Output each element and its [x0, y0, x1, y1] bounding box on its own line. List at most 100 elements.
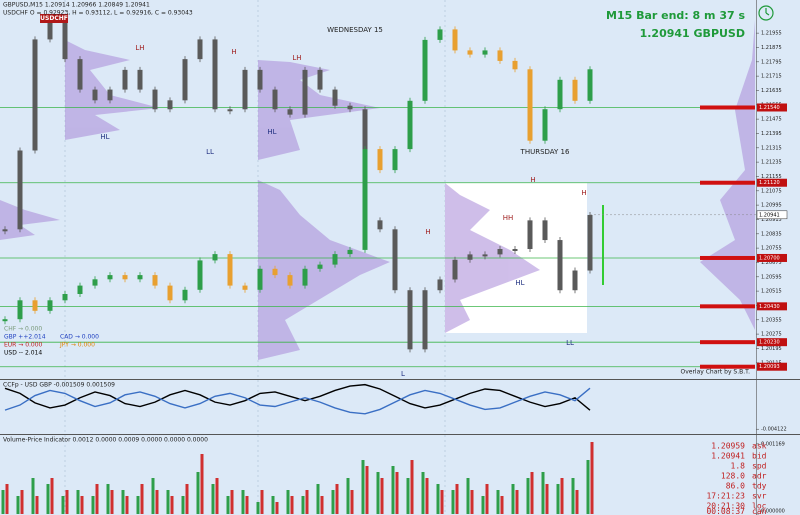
annotation: HL — [100, 133, 109, 141]
y-tick-label: 1.20515 — [761, 289, 782, 295]
volume-bar — [556, 484, 560, 514]
info-label: tdy — [752, 482, 767, 491]
volume-bar — [451, 490, 455, 514]
y-tick-label: 1.20595 — [761, 274, 782, 280]
candle — [587, 69, 593, 101]
volume-bar — [410, 460, 414, 514]
volume-bar — [185, 484, 189, 514]
volume-bar — [361, 460, 365, 514]
volume-bar — [365, 466, 369, 514]
annotation: HL — [267, 128, 276, 136]
volume-bar — [170, 496, 174, 514]
currency-strength: GBP ++2.014 — [4, 334, 46, 341]
volume-bar — [16, 496, 20, 514]
volume-bar — [481, 496, 485, 514]
y-tick-label: 1.20755 — [761, 246, 782, 252]
volume-bar — [226, 496, 230, 514]
candle — [347, 105, 353, 110]
candle — [77, 59, 83, 90]
candle — [452, 259, 458, 280]
candle — [212, 39, 218, 110]
volume-bar — [241, 490, 245, 514]
candle — [92, 279, 98, 286]
candle — [527, 69, 533, 141]
candle — [182, 59, 188, 101]
candle — [182, 289, 188, 301]
level-label: 1.21120 — [759, 180, 780, 186]
volume-bar — [256, 502, 260, 514]
volume-bar — [20, 490, 24, 514]
annotation: LL — [566, 339, 574, 347]
candle — [482, 50, 488, 55]
volume-bar — [560, 478, 564, 514]
info-label: svr — [752, 492, 767, 501]
candle — [242, 69, 248, 110]
annotation: L — [401, 370, 405, 378]
y-tick-label: 1.20355 — [761, 317, 782, 323]
candle — [227, 254, 233, 286]
level-label-box — [757, 338, 787, 347]
level-label: 1.21540 — [759, 105, 780, 111]
candle — [467, 50, 473, 55]
level-bar — [700, 304, 755, 309]
currency-strength: CAD → 0.000 — [60, 334, 99, 341]
info-value: 1.20959 — [711, 442, 745, 451]
level-label: 1.20430 — [759, 304, 780, 310]
volume-bar — [211, 484, 215, 514]
candle — [62, 294, 68, 301]
candle — [347, 249, 353, 255]
volume-bar — [50, 478, 54, 514]
volume-bar — [91, 496, 95, 514]
volume-bar — [136, 496, 140, 514]
candle — [197, 260, 203, 290]
volume-bar — [395, 472, 399, 514]
candle — [422, 290, 428, 350]
volume-bar — [511, 484, 515, 514]
candle — [572, 270, 578, 291]
currency-strength: JPY → 0.000 — [59, 342, 95, 349]
level-label-box — [757, 178, 787, 187]
y-tick-label: 1.20195 — [761, 346, 782, 352]
volume-bar — [305, 490, 309, 514]
volume-bar — [335, 484, 339, 514]
overlay-credit: Overlay Chart by S.B.T. — [681, 369, 751, 376]
volume-bar — [376, 472, 380, 514]
info-value: 86.0 — [726, 482, 745, 491]
volume-bar — [181, 496, 185, 514]
volume-bar — [140, 484, 144, 514]
candle — [257, 69, 263, 90]
volume-bar — [586, 460, 590, 514]
candle — [557, 79, 563, 110]
y-tick-label: 1.21315 — [761, 145, 782, 151]
annotation: HH — [503, 214, 514, 222]
candle — [47, 19, 53, 40]
bar-timer: M15 Bar end: 8 m 37 s — [606, 9, 745, 22]
candle — [92, 89, 98, 101]
y-tick-label: 1.20835 — [761, 231, 782, 237]
candle — [497, 249, 503, 255]
candle — [152, 89, 158, 110]
currency-strength: EUR → 0.000 — [4, 342, 43, 349]
volume-bar — [320, 496, 324, 514]
volume-bar — [260, 490, 264, 514]
candle — [392, 229, 398, 291]
plot: 1.21955 1.21875 1.21795 1.21715 1.21635 1.215… — [0, 16, 788, 515]
volume-bar — [485, 484, 489, 514]
volume-bar — [406, 478, 410, 514]
y-tick-label: -0.004122 — [761, 427, 787, 433]
volume-bar — [286, 490, 290, 514]
y-tick-label: 1.21635 — [761, 88, 782, 94]
info-label: adr — [752, 472, 767, 481]
candle — [332, 89, 338, 106]
volume-bar — [470, 490, 474, 514]
overlay-line: USDCHF O = 0.92923, H = 0.93112, L = 0.9… — [3, 10, 193, 17]
overlay-tag-box — [40, 14, 68, 23]
candle — [497, 50, 503, 61]
candle — [377, 220, 383, 230]
info-label: bid — [752, 452, 767, 461]
info-value: 128.0 — [721, 472, 745, 481]
candle — [542, 220, 548, 241]
volume-bar — [35, 496, 39, 514]
volume-bar — [590, 442, 594, 514]
